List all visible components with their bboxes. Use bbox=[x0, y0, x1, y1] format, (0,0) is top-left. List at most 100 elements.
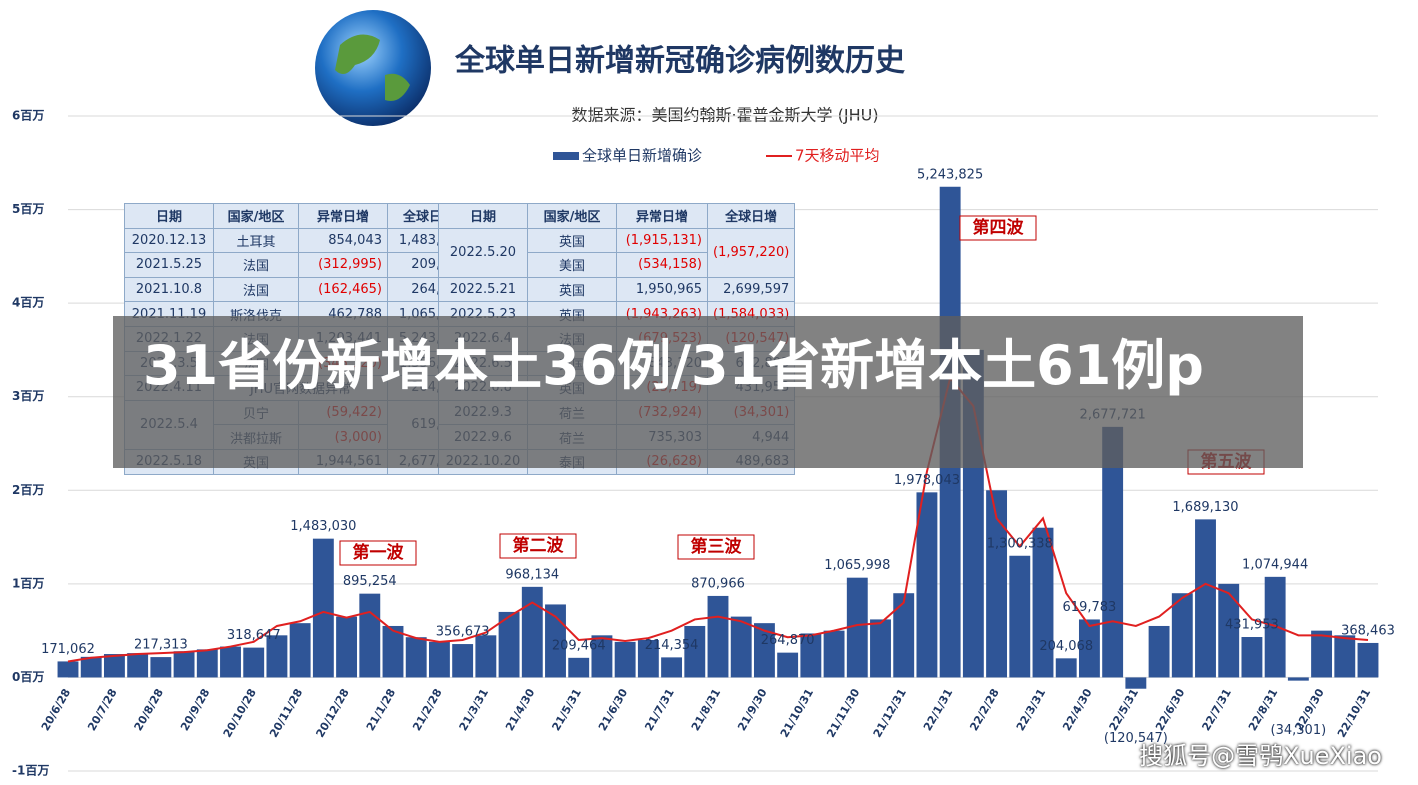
x-tick-label: 21/3/31 bbox=[457, 687, 491, 734]
wave-box bbox=[677, 534, 755, 560]
bar bbox=[730, 616, 752, 678]
wave-box bbox=[499, 533, 577, 559]
table-header: 日期 bbox=[124, 203, 214, 229]
value-label: 431,953 bbox=[1225, 618, 1279, 633]
value-label: (120,547) bbox=[1104, 731, 1168, 746]
value-label: 264,870 bbox=[761, 633, 815, 648]
table-cell: (312,995) bbox=[298, 252, 388, 278]
x-tick-label: 20/8/28 bbox=[132, 687, 166, 734]
x-tick-label: 22/6/30 bbox=[1153, 686, 1188, 733]
chart-title: 全球单日新增新冠确诊病例数历史 bbox=[454, 44, 905, 79]
table-cell: 2021.5.25 bbox=[124, 252, 214, 278]
x-tick-label: 20/7/28 bbox=[85, 687, 119, 734]
bar bbox=[986, 490, 1008, 678]
x-tick-label: 21/7/31 bbox=[642, 687, 676, 734]
x-tick-label: 20/6/28 bbox=[39, 687, 73, 734]
x-tick-label: 22/3/31 bbox=[1014, 687, 1048, 734]
table-cell: 2020.12.13 bbox=[124, 227, 214, 254]
bar bbox=[1357, 642, 1379, 678]
bar bbox=[1264, 576, 1286, 678]
x-tick-label: 21/9/30 bbox=[735, 686, 770, 733]
bar bbox=[1287, 677, 1309, 681]
x-tick-label: 21/1/28 bbox=[364, 687, 398, 734]
bar bbox=[475, 635, 497, 678]
bar bbox=[1032, 527, 1054, 678]
table-cell: 854,043 bbox=[298, 227, 388, 254]
y-tick-label: 1百万 bbox=[12, 576, 44, 590]
bar bbox=[312, 538, 334, 678]
y-tick-label: 0百万 bbox=[12, 670, 44, 684]
bar bbox=[753, 623, 775, 678]
bar bbox=[661, 657, 683, 678]
table-cell: (534,158) bbox=[616, 252, 708, 278]
value-label: 870,966 bbox=[691, 576, 745, 591]
bar bbox=[382, 625, 404, 678]
value-label: 204,068 bbox=[1039, 639, 1093, 654]
value-label: 217,313 bbox=[134, 638, 188, 653]
x-tick-label: 21/2/28 bbox=[410, 687, 444, 734]
bar bbox=[777, 652, 799, 678]
bar bbox=[521, 586, 543, 678]
value-label: 1,483,030 bbox=[290, 519, 356, 534]
x-tick-label: 21/10/31 bbox=[778, 687, 816, 740]
bar bbox=[1148, 625, 1170, 678]
bar bbox=[591, 635, 613, 678]
bar bbox=[1311, 630, 1333, 678]
value-label: 895,254 bbox=[343, 574, 397, 589]
wave-label: 第三波 bbox=[691, 536, 743, 557]
value-label: 1,300,338 bbox=[987, 536, 1053, 551]
bar bbox=[1171, 593, 1193, 678]
bar bbox=[266, 635, 288, 678]
bar bbox=[1195, 519, 1216, 678]
bar bbox=[916, 492, 938, 678]
bar bbox=[196, 649, 218, 678]
value-label: 619,783 bbox=[1063, 600, 1117, 615]
bar bbox=[823, 630, 845, 678]
bar bbox=[150, 657, 172, 678]
bar bbox=[57, 661, 79, 678]
bar bbox=[220, 646, 241, 678]
legend-swatch bbox=[553, 152, 579, 160]
x-tick-label: 22/10/31 bbox=[1335, 687, 1373, 740]
table-header: 异常日增 bbox=[298, 203, 388, 229]
bar bbox=[1241, 637, 1263, 678]
bar bbox=[614, 641, 636, 678]
bar bbox=[336, 616, 358, 678]
table-cell: 法国 bbox=[213, 252, 299, 278]
bar bbox=[452, 644, 474, 678]
table-cell: 2,699,597 bbox=[706, 276, 796, 303]
y-tick-label: 5百万 bbox=[12, 202, 44, 216]
headline-overlay: 31省份新增本土36例/31省新增本土61例p bbox=[113, 316, 1303, 468]
bar bbox=[80, 656, 102, 678]
value-label: 1,065,998 bbox=[824, 558, 890, 573]
y-tick-label: 4百万 bbox=[12, 296, 44, 310]
bar bbox=[846, 577, 868, 678]
value-label: 318,647 bbox=[227, 628, 281, 643]
table-cell: 英国 bbox=[527, 227, 617, 254]
bar bbox=[428, 641, 450, 678]
wave-label: 第二波 bbox=[513, 535, 565, 556]
bar bbox=[800, 633, 822, 678]
value-label: 171,062 bbox=[41, 642, 95, 657]
bar bbox=[498, 611, 520, 678]
table-cell: 1,950,965 bbox=[616, 276, 708, 303]
table-cell: 2022.5.20 bbox=[438, 227, 528, 278]
x-tick-label: 21/5/31 bbox=[549, 687, 583, 734]
watermark: 搜狐号@雪鸮XueXiao bbox=[1139, 742, 1382, 770]
legend-label: 7天移动平均 bbox=[795, 147, 880, 165]
x-tick-label: 21/11/30 bbox=[824, 686, 862, 740]
bar bbox=[1218, 583, 1240, 678]
table-cell: (1,957,220) bbox=[706, 227, 796, 278]
bar bbox=[1009, 555, 1031, 678]
table-header: 异常日增 bbox=[616, 203, 708, 229]
bar bbox=[568, 657, 590, 678]
value-label: 1,689,130 bbox=[1172, 500, 1238, 515]
bar bbox=[289, 623, 311, 678]
wave-label: 第一波 bbox=[353, 542, 405, 563]
x-tick-label: 20/9/28 bbox=[178, 687, 212, 734]
globe-icon bbox=[315, 10, 431, 126]
bar bbox=[405, 637, 427, 678]
bar bbox=[243, 647, 265, 678]
x-tick-label: 21/6/30 bbox=[596, 686, 631, 733]
value-label: 356,673 bbox=[436, 625, 490, 640]
